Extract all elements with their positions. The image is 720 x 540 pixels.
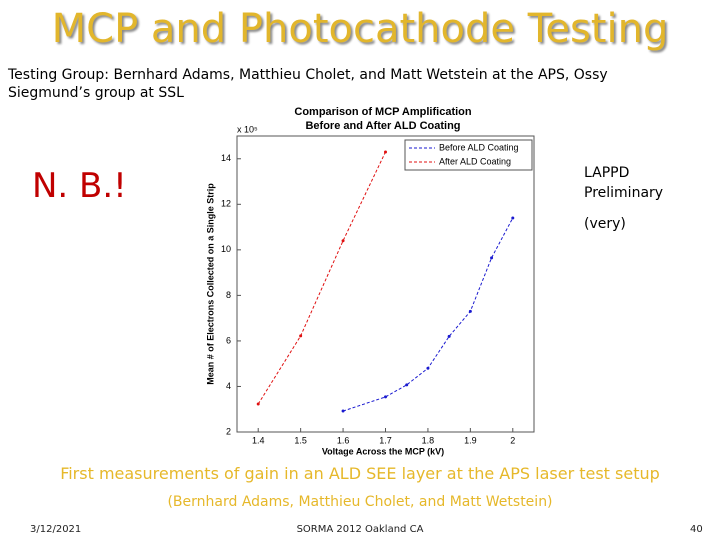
y-tick-label: 8 bbox=[226, 290, 231, 300]
y-tick-label: 2 bbox=[226, 426, 231, 436]
chart-title: Before and After ALD Coating bbox=[305, 120, 460, 132]
data-point bbox=[511, 216, 515, 220]
data-point bbox=[490, 256, 494, 260]
y-tick-label: 12 bbox=[221, 199, 231, 209]
footer-event: SORMA 2012 Oakland CA bbox=[296, 524, 424, 535]
data-point bbox=[384, 150, 387, 154]
data-point bbox=[256, 402, 260, 406]
data-point bbox=[384, 395, 387, 399]
note: (very) bbox=[584, 216, 626, 232]
legend-box bbox=[404, 139, 533, 171]
page-number: 40 bbox=[690, 524, 703, 535]
x-tick-label: 1.6 bbox=[337, 435, 350, 445]
x-tick-label: 1.5 bbox=[294, 435, 307, 445]
data-point bbox=[299, 334, 303, 338]
legend-label: Before ALD Coating bbox=[439, 142, 519, 152]
x-tick-label: 2 bbox=[510, 435, 515, 445]
subtitle: Testing Group: Bernhard Adams, Matthieu … bbox=[8, 67, 608, 101]
data-point bbox=[341, 239, 345, 243]
y-tick-label: 4 bbox=[226, 381, 231, 391]
y-tick-label: 6 bbox=[226, 335, 231, 345]
y-multiplier: x 10⁵ bbox=[237, 124, 258, 134]
x-tick-label: 1.8 bbox=[422, 435, 435, 445]
x-tick-label: 1.4 bbox=[252, 435, 265, 445]
chart-title: Comparison of MCP Amplification bbox=[294, 106, 472, 118]
note: LAPPD Preliminary bbox=[584, 165, 664, 201]
y-tick-label: 10 bbox=[221, 244, 231, 254]
data-point bbox=[426, 366, 430, 370]
series-line bbox=[257, 151, 386, 405]
data-point bbox=[468, 309, 472, 313]
y-axis-label: Mean # of Electrons Collected on a Singl… bbox=[205, 183, 215, 385]
series-line bbox=[342, 217, 514, 412]
x-tick-label: 1.9 bbox=[464, 435, 477, 445]
footer-date: 3/12/2021 bbox=[30, 524, 82, 535]
data-point bbox=[341, 409, 345, 413]
plot-area bbox=[236, 135, 535, 433]
data-point bbox=[447, 334, 451, 338]
note: N. B.! bbox=[32, 166, 127, 206]
data-point bbox=[405, 383, 409, 387]
caption-credit: (Bernhard Adams, Matthieu Cholet, and Ma… bbox=[167, 494, 553, 510]
legend-label: After ALD Coating bbox=[439, 156, 511, 166]
caption: First measurements of gain in an ALD SEE… bbox=[60, 464, 660, 483]
slide-title: MCP and Photocathode Testing bbox=[51, 6, 669, 52]
x-tick-label: 1.7 bbox=[379, 435, 392, 445]
x-axis-label: Voltage Across the MCP (kV) bbox=[322, 446, 444, 456]
y-tick-label: 14 bbox=[221, 153, 231, 163]
